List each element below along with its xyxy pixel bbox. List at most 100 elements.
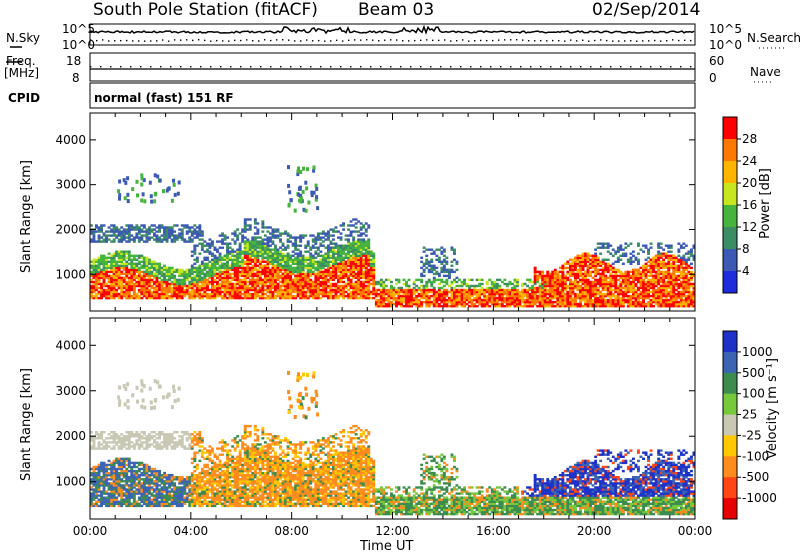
- range-cell: [218, 264, 222, 267]
- range-cell: [213, 268, 217, 272]
- range-cell: [168, 236, 171, 239]
- range-cell: [246, 240, 250, 243]
- range-cell: [142, 286, 146, 290]
- range-cell: [238, 244, 242, 247]
- range-cell: [626, 276, 630, 280]
- range-cell: [347, 258, 350, 261]
- range-cell: [185, 276, 189, 280]
- range-cell: [558, 300, 562, 304]
- range-cell: [679, 292, 683, 296]
- range-cell: [284, 274, 287, 278]
- range-cell: [337, 290, 340, 294]
- range-cell: [634, 288, 638, 292]
- range-cell: [246, 266, 250, 270]
- range-cell: [97, 266, 101, 270]
- range-cell: [614, 302, 618, 306]
- range-cell: [299, 268, 303, 272]
- range-cell: [163, 226, 166, 229]
- range-cell: [309, 282, 313, 286]
- range-cell: [316, 290, 320, 294]
- range-cell: [190, 294, 194, 298]
- range-cell: [684, 266, 688, 270]
- range-cell: [548, 292, 552, 296]
- range-cell: [115, 284, 119, 288]
- range-cell: [548, 300, 552, 304]
- range-cell: [120, 290, 124, 294]
- range-cell: [611, 298, 615, 302]
- range-cell: [518, 302, 522, 306]
- range-cell: [589, 272, 592, 276]
- range-cell: [198, 252, 202, 255]
- range-cell: [261, 282, 265, 286]
- range-cell: [523, 290, 527, 294]
- range-cell: [526, 288, 529, 292]
- range-cell: [241, 292, 245, 296]
- range-cell: [132, 296, 136, 300]
- range-cell: [261, 266, 265, 270]
- range-cell: [480, 300, 484, 304]
- range-cell: [609, 278, 613, 282]
- range-cell: [160, 284, 164, 288]
- range-cell: [639, 270, 643, 274]
- range-cell: [490, 280, 494, 284]
- range-cell: [332, 248, 335, 251]
- range-cell: [153, 260, 156, 263]
- range-cell: [155, 286, 159, 290]
- range-cell: [140, 288, 144, 292]
- range-cell: [301, 280, 305, 284]
- range-cell: [581, 266, 585, 270]
- range-cell: [508, 294, 512, 298]
- range-cell: [137, 266, 141, 270]
- range-cell: [195, 274, 199, 278]
- range-cell: [112, 224, 116, 227]
- range-cell: [107, 280, 111, 284]
- range-cell: [281, 280, 285, 284]
- range-cell: [662, 258, 666, 261]
- range-cell: [289, 264, 292, 267]
- range-cell: [248, 296, 252, 300]
- range-cell: [289, 276, 292, 280]
- range-cell: [137, 272, 141, 276]
- range-cell: [579, 305, 582, 308]
- range-cell: [362, 254, 366, 257]
- range-cell: [193, 290, 197, 294]
- range-cell: [483, 292, 487, 296]
- range-cell: [586, 292, 590, 296]
- range-cell: [354, 280, 358, 284]
- range-cell: [586, 268, 590, 272]
- range-cell: [430, 290, 434, 294]
- range-cell: [304, 180, 308, 185]
- range-cell: [228, 252, 232, 255]
- range-cell: [493, 280, 497, 284]
- range-cell: [243, 252, 247, 255]
- range-cell: [211, 266, 214, 270]
- range-cell: [337, 268, 340, 272]
- range-cell: [236, 266, 240, 270]
- range-cell: [488, 288, 492, 292]
- range-cell: [258, 266, 262, 270]
- range-cell: [649, 258, 653, 261]
- range-cell: [213, 248, 217, 251]
- range-cell: [193, 246, 197, 249]
- range-cell: [367, 260, 371, 263]
- range-cell: [153, 296, 156, 300]
- range-cell: [246, 272, 250, 276]
- range-cell: [276, 292, 280, 296]
- range-cell: [115, 254, 119, 257]
- range-cell: [256, 260, 260, 263]
- range-cell: [286, 278, 290, 282]
- range-cell: [120, 236, 124, 239]
- range-cell: [556, 284, 560, 288]
- range-cell: [198, 274, 202, 278]
- range-cell: [266, 286, 270, 290]
- range-cell: [609, 296, 613, 300]
- range-cell: [614, 296, 618, 300]
- range-cell: [591, 270, 595, 274]
- range-cell: [591, 286, 595, 290]
- range-cell: [301, 272, 305, 276]
- range-cell: [369, 276, 373, 280]
- range-cell: [455, 302, 459, 306]
- range-cell: [190, 230, 194, 233]
- range-cell: [117, 268, 121, 272]
- range-cell: [173, 230, 177, 233]
